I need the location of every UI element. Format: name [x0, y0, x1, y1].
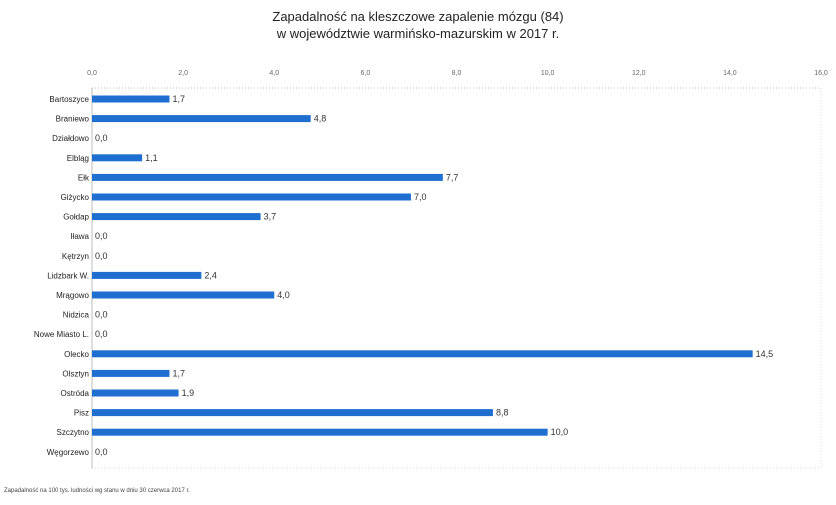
- bar: [92, 115, 311, 123]
- x-tick-label: 6,0: [361, 70, 371, 77]
- x-tick-label: 0,0: [87, 70, 97, 77]
- chart-title-line-2: w województwie warmińsko-mazurskim w 201…: [276, 26, 560, 41]
- footnote: Zapadalność na 100 tys. ludności wg stan…: [4, 488, 190, 494]
- data-label: 3,7: [264, 212, 277, 222]
- x-tick-label: 4,0: [269, 70, 279, 77]
- data-label: 4,0: [277, 290, 290, 300]
- category-label: Działdowo: [52, 134, 89, 143]
- category-label: Nowe Miasto L.: [34, 330, 89, 339]
- data-label: 0,0: [95, 329, 108, 339]
- bar: [92, 213, 261, 221]
- bar: [92, 271, 202, 279]
- category-label: Pisz: [74, 409, 89, 418]
- category-label: Olecko: [64, 350, 89, 359]
- category-label: Mrągowo: [56, 291, 89, 300]
- data-label: 1,7: [172, 94, 185, 104]
- category-label: Lidzbark W.: [47, 271, 89, 280]
- category-label: Węgorzewo: [47, 448, 90, 457]
- data-label: 0,0: [95, 310, 108, 320]
- data-label: 14,5: [756, 349, 774, 359]
- data-label: 4,8: [314, 114, 327, 124]
- category-label: Giżycko: [61, 193, 90, 202]
- bar: [92, 369, 170, 377]
- category-label: Bartoszyce: [49, 95, 89, 104]
- data-label: 0,0: [95, 133, 108, 143]
- bar: [92, 291, 275, 299]
- category-label: Ełk: [78, 173, 90, 182]
- category-label: Kętrzyn: [62, 252, 89, 261]
- category-label: Szczytno: [57, 428, 90, 437]
- bar: [92, 173, 443, 181]
- bar: [92, 154, 143, 162]
- bar: [92, 389, 179, 397]
- chart-title-line-1: Zapadalność na kleszczowe zapalenie mózg…: [272, 9, 564, 24]
- data-label: 0,0: [95, 251, 108, 261]
- data-label: 1,9: [182, 388, 195, 398]
- bar: [92, 193, 411, 201]
- x-tick-label: 12,0: [632, 70, 646, 77]
- bar: [92, 409, 493, 417]
- category-label: Iława: [70, 232, 89, 241]
- data-label: 7,7: [446, 172, 459, 182]
- data-label: 7,0: [414, 192, 427, 202]
- data-label: 2,4: [204, 270, 217, 280]
- data-label: 0,0: [95, 231, 108, 241]
- bar: [92, 428, 548, 436]
- category-label: Olsztyn: [62, 369, 89, 378]
- x-tick-label: 14,0: [723, 70, 737, 77]
- category-label: Nidzica: [63, 311, 90, 320]
- category-label: Ostróda: [61, 389, 90, 398]
- data-label: 1,7: [172, 368, 185, 378]
- x-tick-label: 2,0: [178, 70, 188, 77]
- chart-title: Zapadalność na kleszczowe zapalenie mózg…: [0, 8, 836, 42]
- data-label: 1,1: [145, 153, 158, 163]
- data-label: 10,0: [551, 427, 569, 437]
- category-label: Elbląg: [67, 154, 89, 163]
- data-label: 0,0: [95, 447, 108, 457]
- bar: [92, 350, 753, 358]
- category-label: Braniewo: [56, 115, 90, 124]
- x-tick-label: 10,0: [541, 70, 555, 77]
- category-label: Gołdap: [63, 213, 89, 222]
- bar: [92, 95, 170, 103]
- x-tick-label: 16,0: [814, 70, 828, 77]
- data-label: 8,8: [496, 408, 509, 418]
- x-tick-label: 8,0: [452, 70, 462, 77]
